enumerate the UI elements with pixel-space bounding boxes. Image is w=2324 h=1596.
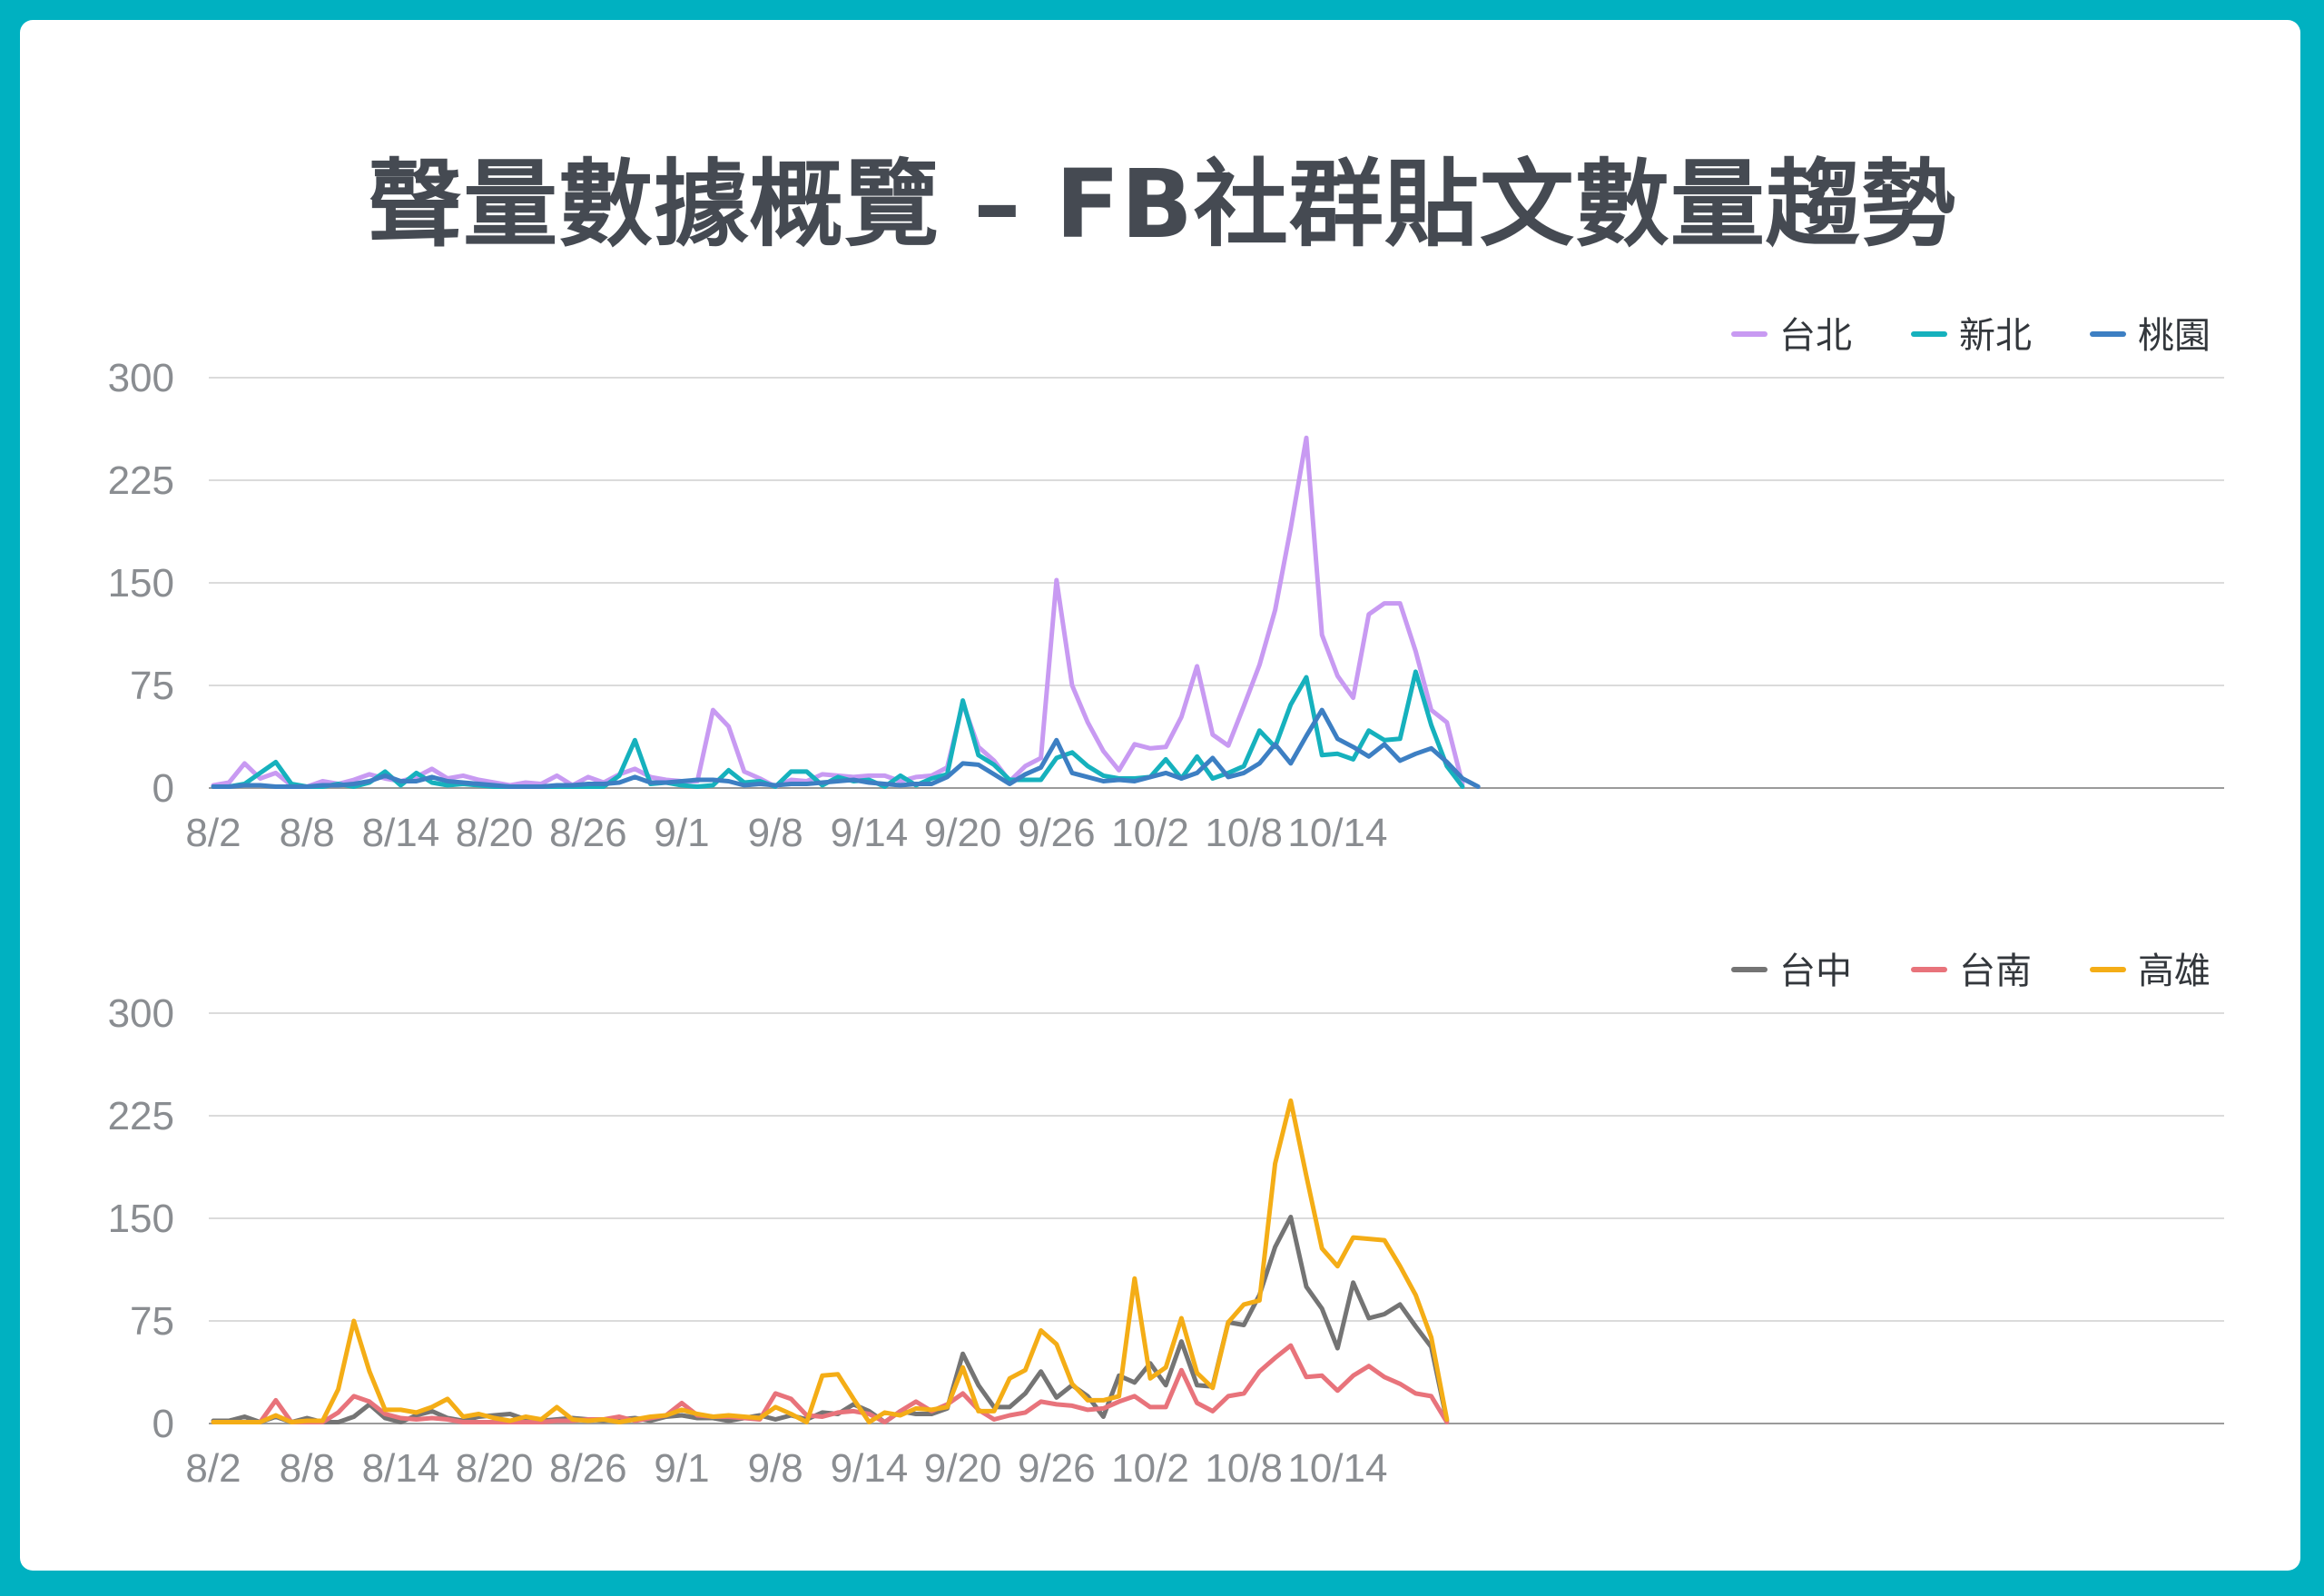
x-tick-label: 8/14 bbox=[362, 811, 440, 855]
y-tick-label: 225 bbox=[108, 1094, 174, 1138]
x-tick-label: 9/8 bbox=[748, 1446, 803, 1491]
y-tick-label: 150 bbox=[108, 561, 174, 606]
chart-bottom: 0 75 150 225 300 8/2 8/8 8/14 8/20 8/26 9/1 9/8 9/14… bbox=[108, 951, 2224, 1491]
x-tick-label: 9/14 bbox=[831, 811, 909, 855]
page-title: 聲量數據概覽 – FB社群貼文數量趨勢 bbox=[368, 149, 1956, 260]
y-tick-label: 225 bbox=[108, 458, 174, 503]
x-tick-label: 10/2 bbox=[1111, 1446, 1189, 1491]
x-tick-label: 10/14 bbox=[1287, 1446, 1387, 1491]
x-tick-label: 8/8 bbox=[280, 1446, 335, 1491]
x-tick-label: 9/8 bbox=[748, 811, 803, 855]
y-tick-label: 300 bbox=[108, 991, 174, 1036]
x-tick-label: 9/20 bbox=[924, 811, 1002, 855]
x-tick-label: 10/14 bbox=[1287, 811, 1387, 855]
x-tick-label: 8/2 bbox=[185, 811, 241, 855]
x-tick-label: 9/26 bbox=[1018, 1446, 1096, 1491]
legend-label: 高雄 bbox=[2138, 951, 2211, 992]
y-tick-label: 0 bbox=[153, 766, 174, 811]
series-line-台南 bbox=[211, 1343, 1450, 1424]
series-line-桃園 bbox=[211, 707, 1481, 789]
y-tick-label: 75 bbox=[130, 1299, 174, 1344]
legend-label: 台中 bbox=[1779, 951, 1852, 992]
y-tick-label: 75 bbox=[130, 664, 174, 708]
series-line-新北 bbox=[211, 669, 1465, 789]
x-tick-label: 10/8 bbox=[1205, 811, 1283, 855]
x-tick-label: 9/14 bbox=[831, 1446, 909, 1491]
x-tick-label: 8/2 bbox=[185, 1446, 241, 1491]
legend-label: 台南 bbox=[1959, 951, 2032, 992]
y-tick-label: 300 bbox=[108, 356, 174, 400]
y-tick-label: 150 bbox=[108, 1197, 174, 1241]
x-tick-label: 10/2 bbox=[1111, 811, 1189, 855]
x-tick-label: 8/14 bbox=[362, 1446, 440, 1491]
series-line-台北 bbox=[211, 435, 1465, 789]
legend-label: 台北 bbox=[1779, 315, 1852, 357]
x-tick-label: 9/1 bbox=[654, 811, 709, 855]
x-tick-label: 9/26 bbox=[1018, 811, 1096, 855]
chart-card bbox=[20, 20, 2300, 1571]
x-tick-label: 10/8 bbox=[1205, 1446, 1283, 1491]
legend-label: 桃園 bbox=[2138, 315, 2211, 357]
series-line-高雄 bbox=[211, 1098, 1450, 1424]
x-tick-label: 9/20 bbox=[924, 1446, 1002, 1491]
chart-top: 0 75 150 225 300 8/2 8/8 8/14 8/20 8/26 9/1 9/8 9/14… bbox=[108, 315, 2224, 855]
x-tick-label: 8/26 bbox=[549, 1446, 627, 1491]
x-tick-label: 8/26 bbox=[549, 811, 627, 855]
y-tick-label: 0 bbox=[153, 1402, 174, 1446]
x-tick-label: 8/20 bbox=[456, 1446, 534, 1491]
legend-label: 新北 bbox=[1959, 315, 2032, 357]
x-tick-label: 9/1 bbox=[654, 1446, 709, 1491]
series-line-台中 bbox=[211, 1215, 1450, 1424]
x-tick-label: 8/20 bbox=[456, 811, 534, 855]
x-tick-label: 8/8 bbox=[280, 811, 335, 855]
